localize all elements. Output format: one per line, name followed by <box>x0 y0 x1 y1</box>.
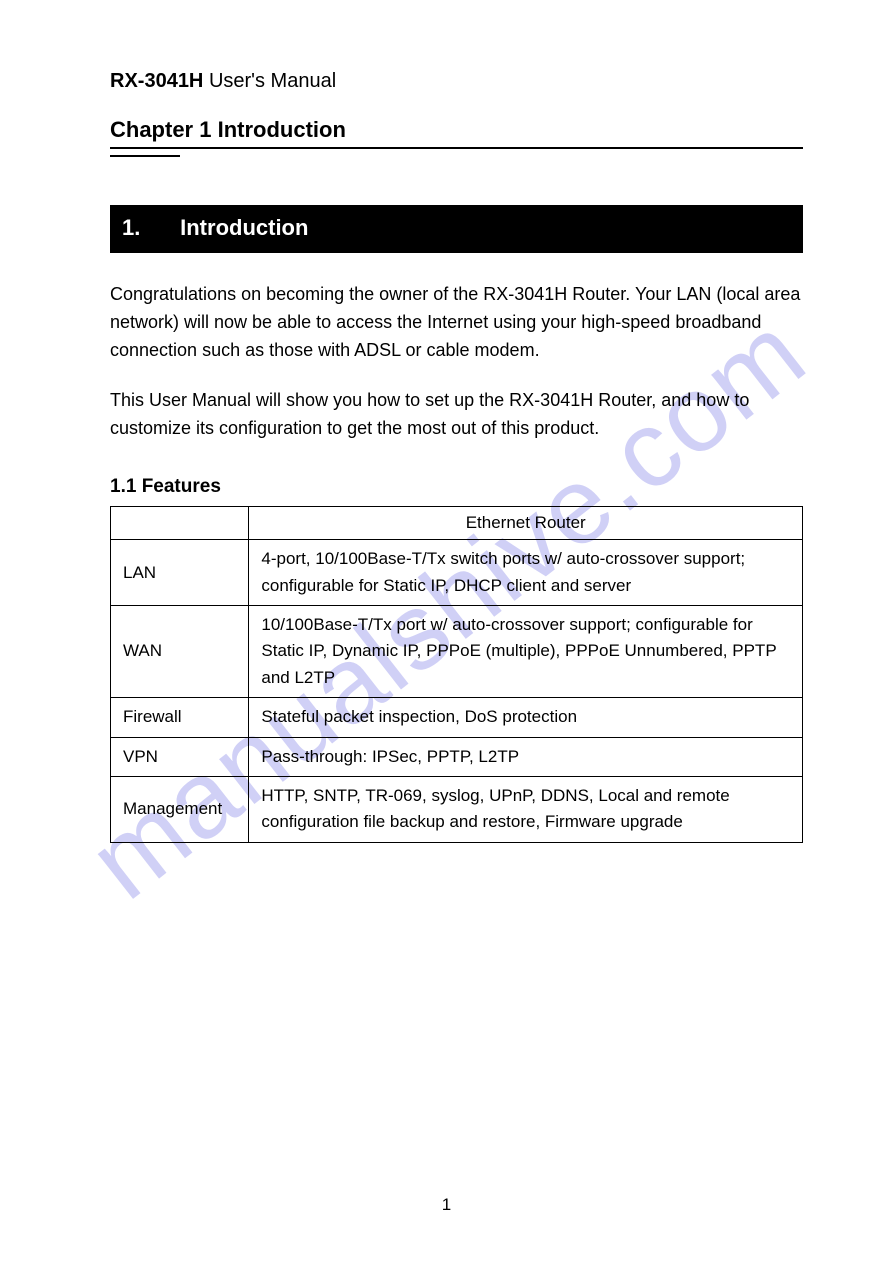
col-header-desc: Ethernet Router <box>249 507 803 540</box>
manual-title-rest: User's Manual <box>203 70 336 92</box>
features-heading: 1.1 Features <box>110 476 803 498</box>
col-header-blank <box>111 507 249 540</box>
chapter-number: Chapter 1 <box>110 117 211 143</box>
page-number: 1 <box>0 1195 893 1215</box>
row-value: Pass-through: IPSec, PPTP, L2TP <box>249 737 803 776</box>
row-value: 4-port, 10/100Base-T/Tx switch ports w/ … <box>249 540 803 606</box>
features-table: Ethernet Router LAN 4-port, 10/100Base-T… <box>110 506 803 842</box>
row-label: LAN <box>111 540 249 606</box>
table-row: WAN 10/100Base-T/Tx port w/ auto-crossov… <box>111 606 803 698</box>
table-row: Management HTTP, SNTP, TR-069, syslog, U… <box>111 776 803 842</box>
section-bar: 1. Introduction <box>110 205 803 253</box>
table-header-row: Ethernet Router <box>111 507 803 540</box>
product-name: RX-3041H <box>110 70 203 92</box>
row-label: Firewall <box>111 698 249 737</box>
chapter-title: Introduction <box>218 117 346 142</box>
section-number: 1. <box>122 215 174 241</box>
chapter-header: Chapter 1 Introduction <box>110 117 803 149</box>
intro-paragraph-2: This User Manual will show you how to se… <box>110 387 803 443</box>
row-value: 10/100Base-T/Tx port w/ auto-crossover s… <box>249 606 803 698</box>
row-label: VPN <box>111 737 249 776</box>
section-title: Introduction <box>180 215 308 240</box>
table-row: Firewall Stateful packet inspection, DoS… <box>111 698 803 737</box>
table-row: VPN Pass-through: IPSec, PPTP, L2TP <box>111 737 803 776</box>
row-label: Management <box>111 776 249 842</box>
manual-title: RX-3041H User's Manual <box>110 70 803 93</box>
chapter-rule <box>110 155 180 157</box>
row-label: WAN <box>111 606 249 698</box>
intro-paragraph-1: Congratulations on becoming the owner of… <box>110 281 803 365</box>
row-value: Stateful packet inspection, DoS protecti… <box>249 698 803 737</box>
row-value: HTTP, SNTP, TR-069, syslog, UPnP, DDNS, … <box>249 776 803 842</box>
table-row: LAN 4-port, 10/100Base-T/Tx switch ports… <box>111 540 803 606</box>
